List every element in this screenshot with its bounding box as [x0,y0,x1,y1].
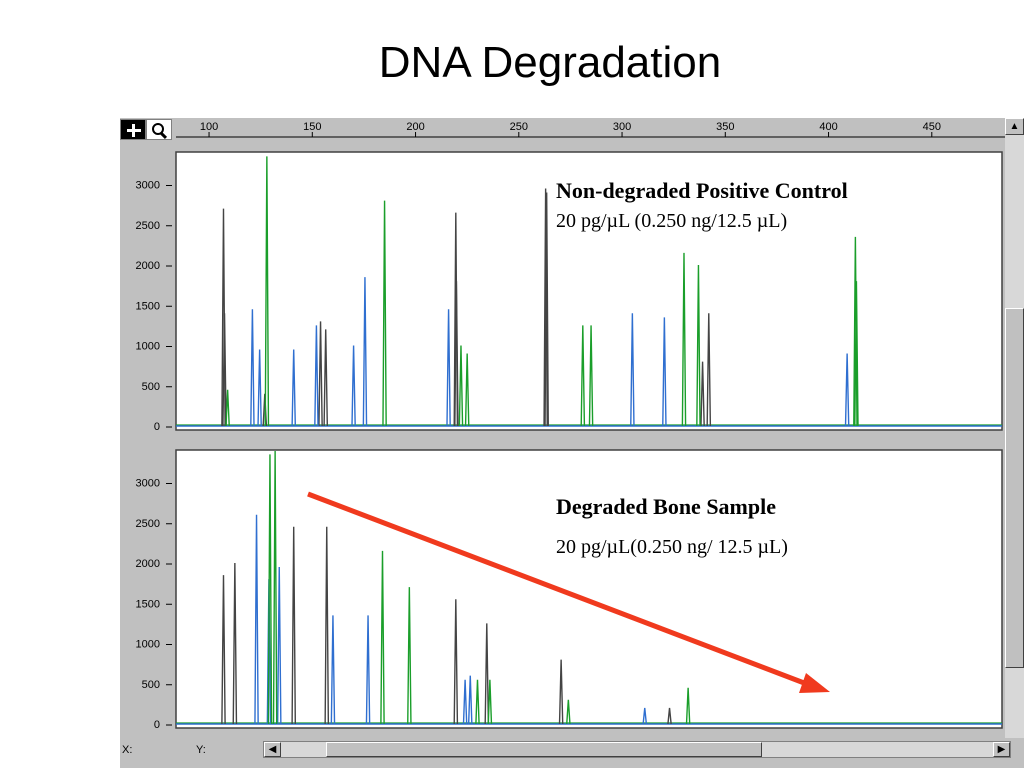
peak [222,313,227,427]
ruler-tick: 150 [303,121,321,137]
bottom-chart-subtitle: 20 pg/µL(0.250 ng/ 12.5 µL) [556,536,788,558]
peak [250,309,255,427]
peak [543,188,548,427]
ruler-tick-label: 250 [510,121,528,133]
ruler-tick: 300 [613,121,631,137]
scroll-thumb[interactable] [326,742,762,757]
ruler-tick-label: 100 [200,121,218,133]
series-black [221,188,712,427]
ruler-tick-label: 200 [406,121,424,133]
peak [667,707,672,725]
peak [291,349,297,427]
peak [351,345,356,427]
peak [464,353,470,427]
y-tick-label: 1000 [136,639,160,651]
peak [662,317,667,427]
horizontal-scrollbar[interactable]: ◀ ▶ [263,741,1011,758]
x-readout-label: X: [122,744,133,756]
peak [257,349,262,427]
ruler-tick: 350 [716,121,734,137]
bottom-chart-title: Degraded Bone Sample [556,494,776,519]
y-tick-label: 0 [154,719,160,731]
plot-area [175,151,1003,431]
peak [446,309,451,427]
peak [580,325,586,427]
vertical-scrollbar[interactable]: ▲ [1005,118,1024,738]
peak [225,389,230,427]
peak [272,450,278,725]
peak [221,575,226,725]
peak [700,361,705,427]
y-tick-label: 3000 [136,478,160,490]
peak [454,281,459,427]
ruler-tick: 100 [200,121,218,137]
y-tick-label: 500 [142,381,160,393]
y-tick-label: 1000 [136,341,160,353]
ruler-tick-label: 150 [303,121,321,133]
ruler-tick: 200 [406,121,425,137]
scroll-right-button[interactable]: ▶ [993,742,1010,757]
top-chart-title: Non-degraded Positive Control [556,178,848,203]
toolbar [120,119,174,140]
peak [291,526,297,725]
peak [681,252,687,427]
peak [318,321,323,427]
slide-title: DNA Degradation [378,38,722,87]
y-tick-label: 2500 [136,518,160,530]
peak [853,236,858,427]
y-tick-label: 2000 [136,260,160,272]
peak [588,325,594,427]
peak [267,454,273,725]
plot-area [175,449,1003,729]
peak [232,562,238,725]
y-tick-label: 1500 [136,300,160,312]
bottom-electropherogram: 0 500 1000 1500 2000 2500 3000 [120,440,1005,736]
magnifier-icon[interactable] [146,119,172,140]
ruler-tick-label: 350 [716,121,734,133]
series-green [225,156,859,427]
y-readout-label: Y: [196,744,206,756]
peak [314,325,319,427]
ruler-tick: 400 [819,121,838,137]
vertical-scroll-thumb[interactable] [1005,308,1024,668]
y-tick-label: 2000 [136,558,160,570]
peak [706,313,712,427]
peak [362,277,368,427]
ruler-tick: 250 [510,121,528,137]
peak [264,156,270,427]
peak [630,313,635,427]
series-blue [250,277,850,427]
peak [254,514,259,725]
peak [854,281,859,427]
ruler-tick-label: 400 [819,121,837,133]
peak [696,264,701,427]
peak [642,707,648,725]
peak [844,353,850,427]
peak [276,567,282,725]
ruler-tick-label: 300 [613,121,631,133]
peak [544,192,549,427]
peak [458,345,464,427]
top-chart-subtitle: 20 pg/µL (0.250 ng/12.5 µL) [556,210,788,232]
top-electropherogram: 0 500 1000 1500 2000 2500 3000 [120,142,1005,438]
y-tick-label: 3000 [136,180,160,192]
peak [382,200,387,427]
y-tick-label: 0 [154,421,160,433]
size-ruler: 100 150 200 250 300 350 400 450 [176,119,1005,141]
zoom-in-icon[interactable] [120,119,146,140]
y-tick-label: 1500 [136,598,160,610]
ruler-tick: 450 [923,121,941,137]
ruler-tick-label: 450 [923,121,941,133]
y-tick-label: 500 [142,679,160,691]
scroll-up-button[interactable]: ▲ [1005,118,1024,135]
peak [323,329,329,427]
scroll-left-button[interactable]: ◀ [264,742,281,757]
y-tick-label: 2500 [136,220,160,232]
peak [566,699,571,725]
ruler-bg [176,119,1005,141]
